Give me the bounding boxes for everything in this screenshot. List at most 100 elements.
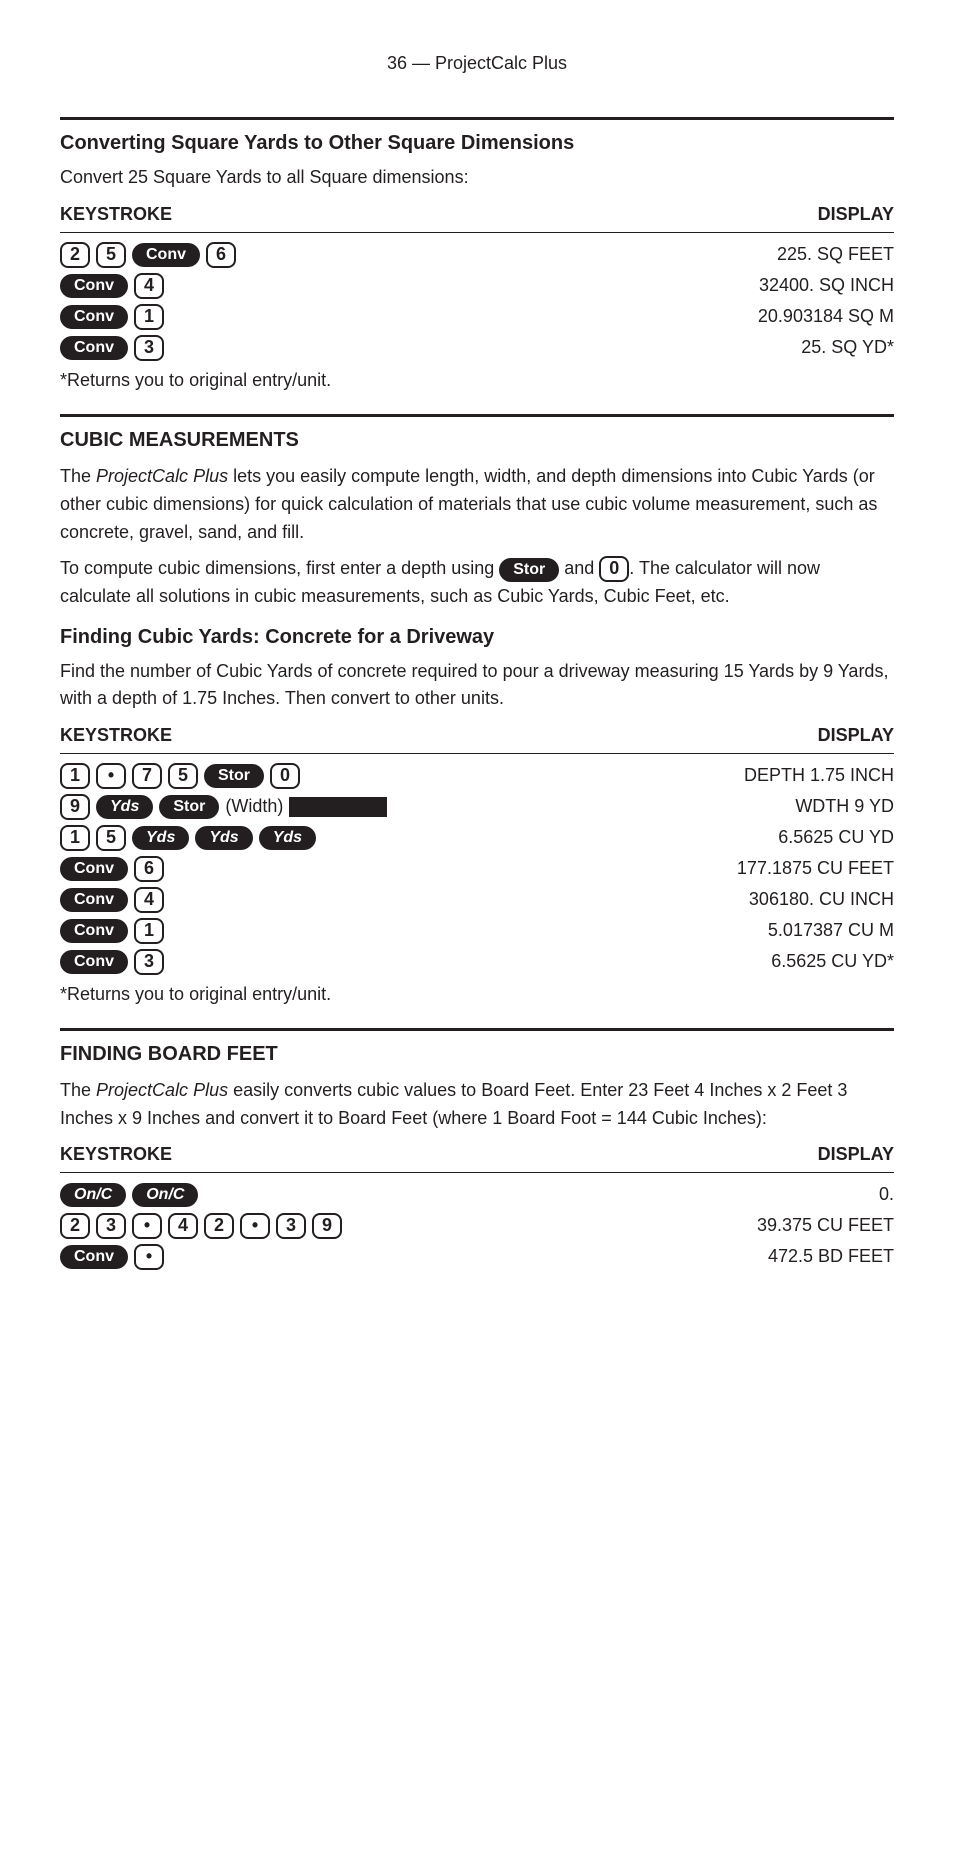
example1-footnote: *Returns you to original entry/unit. [60,367,894,394]
calc-key-9: 9 [60,794,90,820]
annotation-text: (Width) [225,793,283,820]
display-cell: WDTH 9 YD [795,793,894,820]
calc-key-•: • [132,1213,162,1239]
keystroke-cell: 25Conv6 [60,242,236,268]
calc-key-0: 0 [270,763,300,789]
calc-key-2: 2 [60,1213,90,1239]
keystroke-cell: On/COn/C [60,1183,198,1207]
table-row: On/COn/C 0. [60,1181,894,1208]
calc-key-conv: Conv [60,950,128,974]
calc-key-9: 9 [312,1213,342,1239]
col-display: DISPLAY [818,201,894,228]
calc-key-onc: On/C [60,1183,126,1207]
display-cell: 5.017387 CU M [768,917,894,944]
board-para: The ProjectCalc Plus easily converts cub… [60,1077,894,1133]
calc-key-2: 2 [204,1213,234,1239]
calc-key-3: 3 [96,1213,126,1239]
table-row: 1•75Stor0DEPTH 1.75 INCH [60,762,894,789]
board-heading: FINDING BOARD FEET [60,1039,894,1069]
stor-key: Stor [499,558,559,582]
table-row: Conv3 25. SQ YD* [60,334,894,361]
table-header: KEYSTROKE DISPLAY [60,722,894,749]
keystroke-cell: Conv6 [60,856,164,882]
keystroke-cell: 15YdsYdsYds [60,825,316,851]
col-keystroke: KEYSTROKE [60,722,172,749]
calc-key-yds: Yds [132,826,189,850]
calc-key-3: 3 [134,949,164,975]
display-cell: 306180. CU INCH [749,886,894,913]
display-cell: 20.903184 SQ M [758,303,894,330]
calc-key-stor: Stor [159,795,219,819]
calc-key-3: 3 [134,335,164,361]
keystroke-cell: Conv1 [60,918,164,944]
calc-key-•: • [96,763,126,789]
divider [60,117,894,120]
calc-key-4: 4 [134,887,164,913]
divider [60,414,894,417]
keystroke-cell: Conv4 [60,273,164,299]
calc-key-onc: On/C [132,1183,198,1207]
table-row: 15YdsYdsYds6.5625 CU YD [60,824,894,851]
keystroke-cell: 23•42•39 [60,1213,342,1239]
calc-key-•: • [134,1244,164,1270]
display-cell: 225. SQ FEET [777,241,894,268]
display-cell: 0. [879,1181,894,1208]
display-cell: 177.1875 CU FEET [737,855,894,882]
keystroke-cell: Conv3 [60,949,164,975]
calc-key-7: 7 [132,763,162,789]
keystroke-cell: 1•75Stor0 [60,763,300,789]
table-row: Conv• 472.5 BD FEET [60,1243,894,1270]
table-row: Conv3 6.5625 CU YD* [60,948,894,975]
display-cell: 472.5 BD FEET [768,1243,894,1270]
calc-key-conv: Conv [60,888,128,912]
col-display: DISPLAY [818,1141,894,1168]
cubic-subtitle: Finding Cubic Yards: Concrete for a Driv… [60,622,894,652]
calc-key-5: 5 [168,763,198,789]
example1-title: Converting Square Yards to Other Square … [60,128,894,158]
calc-key-4: 4 [134,273,164,299]
table-row: 23•42•3939.375 CU FEET [60,1212,894,1239]
table-row: Conv4 306180. CU INCH [60,886,894,913]
calc-key-yds: Yds [96,795,153,819]
calc-key-6: 6 [134,856,164,882]
cubic-para2: To compute cubic dimensions, first enter… [60,555,894,611]
display-cell: 25. SQ YD* [801,334,894,361]
col-keystroke: KEYSTROKE [60,201,172,228]
redacted-bar [289,797,387,817]
example1-intro: Convert 25 Square Yards to all Square di… [60,164,894,191]
table-header: KEYSTROKE DISPLAY [60,1141,894,1168]
calc-key-6: 6 [206,242,236,268]
col-display: DISPLAY [818,722,894,749]
keystroke-cell: Conv1 [60,304,164,330]
divider [60,1028,894,1031]
divider [60,753,894,754]
table-row: Conv432400. SQ INCH [60,272,894,299]
calc-key-conv: Conv [60,274,128,298]
keystroke-cell: Conv4 [60,887,164,913]
table-row: Conv6 177.1875 CU FEET [60,855,894,882]
calc-key-stor: Stor [204,764,264,788]
calc-key-conv: Conv [60,919,128,943]
calc-key-conv: Conv [60,1245,128,1269]
calc-key-•: • [240,1213,270,1239]
divider [60,1172,894,1173]
table-row: Conv1 5.017387 CU M [60,917,894,944]
calc-key-5: 5 [96,242,126,268]
cubic-subintro: Find the number of Cubic Yards of concre… [60,658,894,712]
calc-key-yds: Yds [259,826,316,850]
cubic-para1: The ProjectCalc Plus lets you easily com… [60,463,894,547]
calc-key-1: 1 [134,304,164,330]
table-header: KEYSTROKE DISPLAY [60,201,894,228]
calc-key-1: 1 [134,918,164,944]
calc-key-4: 4 [168,1213,198,1239]
table-row: Conv1 20.903184 SQ M [60,303,894,330]
display-cell: 6.5625 CU YD* [771,948,894,975]
cubic-heading: CUBIC MEASUREMENTS [60,425,894,455]
cubic-footnote: *Returns you to original entry/unit. [60,981,894,1008]
calc-key-conv: Conv [60,336,128,360]
calc-key-3: 3 [276,1213,306,1239]
keystroke-cell: Conv3 [60,335,164,361]
calc-key-1: 1 [60,763,90,789]
table-row: 9YdsStor(Width) WDTH 9 YD [60,793,894,820]
table-row: 25Conv6 225. SQ FEET [60,241,894,268]
